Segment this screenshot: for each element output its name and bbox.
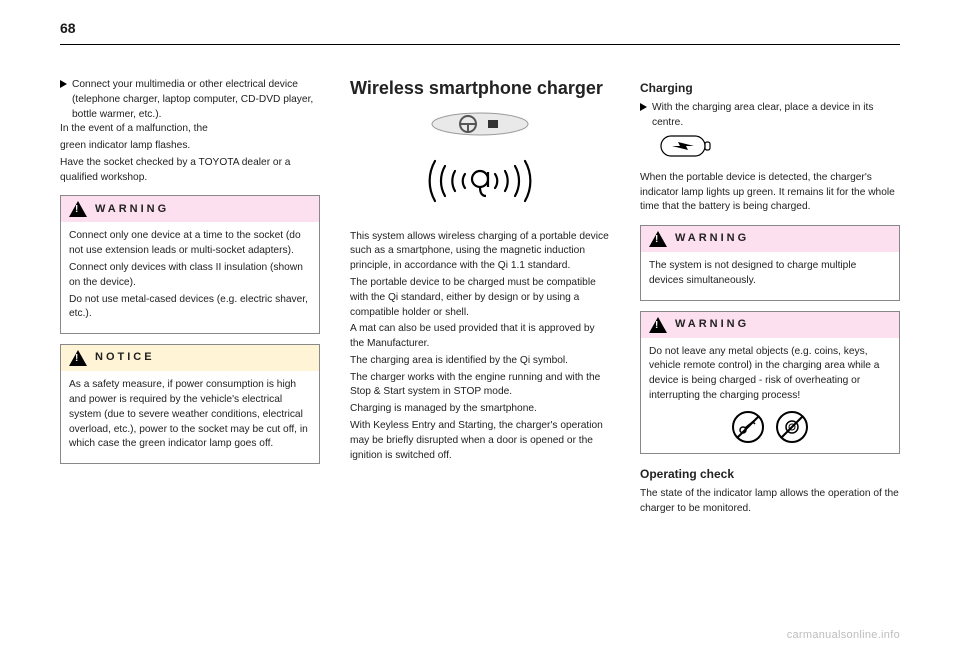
warning-body-2: The system is not designed to charge mul… — [641, 252, 899, 300]
steering-dash-icon — [430, 110, 530, 138]
play-bullet-icon — [60, 78, 72, 122]
qi-waves-icon — [420, 146, 540, 216]
warning-head-3: WARNING — [641, 312, 899, 338]
qi-illustration — [350, 146, 610, 216]
no-coin-icon — [775, 410, 809, 444]
wireless-charger-title: Wireless smartphone charger — [350, 78, 610, 100]
column-1: Connect your multimedia or other electri… — [60, 78, 320, 621]
warning-label: WARNING — [95, 202, 169, 218]
warning-triangle-icon — [649, 231, 667, 247]
warning-body-p1: Connect only one device at a time to the… — [69, 229, 311, 259]
warning-body-3: Do not leave any metal objects (e.g. coi… — [641, 338, 899, 453]
col2-p4: The charging area is identified by the Q… — [350, 354, 610, 369]
dashboard-illustration — [350, 110, 610, 138]
warning3-body-p: Do not leave any metal objects (e.g. coi… — [649, 345, 891, 404]
charging-bullet-text: With the charging area clear, place a de… — [652, 101, 900, 131]
content-columns: Connect your multimedia or other electri… — [60, 78, 900, 621]
opcheck-subtitle: Operating check — [640, 466, 900, 483]
charging-subtitle: Charging — [640, 80, 900, 97]
battery-bolt-icon — [660, 135, 712, 157]
warning-label-3: WARNING — [675, 317, 749, 333]
charging-p1: When the portable device is detected, th… — [640, 171, 900, 215]
column-2: Wireless smartphone charger — [350, 78, 610, 621]
prohibit-icons-row — [649, 410, 891, 444]
no-key-icon — [731, 410, 765, 444]
notice-triangle-icon — [69, 350, 87, 366]
col2-p5: The charger works with the engine runnin… — [350, 371, 610, 401]
intro-p3: Have the socket checked by a TOYOTA deal… — [60, 156, 320, 186]
warning-callout-2: WARNING The system is not designed to ch… — [640, 225, 900, 301]
intro-p1: In the event of a malfunction, the — [60, 122, 320, 137]
warning-triangle-icon — [649, 317, 667, 333]
watermark: carmanualsonline.info — [787, 629, 900, 641]
notice-callout: NOTICE As a safety measure, if power con… — [60, 344, 320, 464]
notice-body: As a safety measure, if power consumptio… — [61, 371, 319, 463]
intro-bullet-line: Connect your multimedia or other electri… — [60, 78, 320, 122]
notice-label: NOTICE — [95, 350, 155, 366]
warning-callout-3: WARNING Do not leave any metal objects (… — [640, 311, 900, 454]
warning-label-2: WARNING — [675, 231, 749, 247]
warning-body-p2: Connect only devices with class II insul… — [69, 261, 311, 291]
warning-head-2: WARNING — [641, 226, 899, 252]
col2-p3: A mat can also be used provided that it … — [350, 322, 610, 352]
opcheck-p: The state of the indicator lamp allows t… — [640, 487, 900, 517]
warning2-body-p: The system is not designed to charge mul… — [649, 259, 891, 289]
col2-p7: With Keyless Entry and Starting, the cha… — [350, 419, 610, 463]
warning-body-p3: Do not use metal-cased devices (e.g. ele… — [69, 293, 311, 323]
col2-p6: Charging is managed by the smartphone. — [350, 402, 610, 417]
notice-body-p: As a safety measure, if power consumptio… — [69, 378, 311, 452]
intro-bullet-text: Connect your multimedia or other electri… — [72, 78, 320, 122]
notice-head: NOTICE — [61, 345, 319, 371]
charge-indicator-illustration — [660, 135, 900, 163]
page-number: 68 — [60, 20, 76, 36]
warning-body: Connect only one device at a time to the… — [61, 222, 319, 333]
warning-triangle-icon — [69, 201, 87, 217]
play-bullet-icon — [640, 101, 652, 131]
column-3: Charging With the charging area clear, p… — [640, 78, 900, 621]
warning-callout-1: WARNING Connect only one device at a tim… — [60, 195, 320, 334]
col2-p1: This system allows wireless charging of … — [350, 230, 610, 274]
intro-p2: green indicator lamp flashes. — [60, 139, 320, 154]
warning-head: WARNING — [61, 196, 319, 222]
top-rule — [60, 44, 900, 45]
charging-bullet-line: With the charging area clear, place a de… — [640, 101, 900, 131]
col2-p2: The portable device to be charged must b… — [350, 276, 610, 320]
